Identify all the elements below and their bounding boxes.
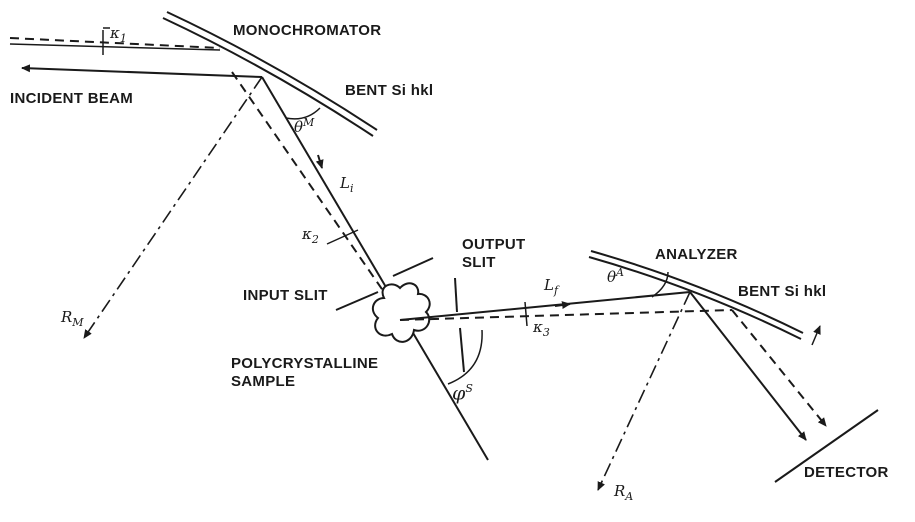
kappa2-marker: [326, 229, 359, 245]
beam-analyzer-dashed: [731, 309, 827, 427]
ra-symbol: RA: [614, 482, 634, 503]
theta-a-symbol: θA: [607, 266, 624, 286]
output-slit-lower: [459, 327, 465, 373]
li-arrow: [315, 154, 324, 169]
ra-line: [597, 291, 691, 491]
lf-symbol: Lf: [544, 276, 559, 297]
detector-plate: [774, 409, 879, 483]
lf-arrow: [554, 301, 571, 310]
analyzer-bend-arrow: [811, 325, 821, 346]
kappa1-symbol: κ1: [110, 24, 127, 45]
incident-beam-upper: [9, 43, 221, 51]
bent-si-hkl-mono-label: BENT Si hkl: [345, 82, 434, 99]
beam-mono-dashed: [231, 71, 396, 309]
beam-mono-to-sample: [261, 76, 489, 461]
beam-sample-to-analyzer: [399, 291, 691, 321]
phi-s-arc: [447, 329, 483, 385]
rm-line: [83, 76, 263, 339]
sample-label-line2: SAMPLE: [231, 373, 296, 390]
incident-beam-line: [21, 64, 263, 78]
output-slit-label-line1: OUTPUT: [462, 236, 526, 253]
kappa3-marker: [524, 301, 528, 327]
sample-blob: [371, 282, 431, 343]
incident-beam-dashed: [9, 37, 221, 49]
li-symbol: Li: [340, 174, 354, 195]
analyzer-crystal: [588, 250, 804, 340]
input-slit-label: INPUT SLIT: [243, 287, 328, 304]
kappa1-marker: [102, 27, 110, 55]
theta-m-arc: [285, 107, 321, 120]
kappa2-symbol: κ2: [302, 225, 319, 246]
theta-m-symbol: θM: [294, 116, 315, 136]
theta-a-arc: [651, 271, 669, 298]
analyzer-label: ANALYZER: [655, 246, 738, 263]
monochromator-label: MONOCHROMATOR: [233, 22, 382, 39]
sample-label-line1: POLYCRYSTALLINE: [231, 355, 379, 372]
kappa3-symbol: κ3: [533, 318, 550, 339]
detector-label: DETECTOR: [804, 464, 889, 481]
phi-s-symbol: φS: [452, 382, 473, 405]
incident-beam-label: INCIDENT BEAM: [10, 90, 134, 107]
input-slit-upper: [392, 257, 434, 277]
output-slit-upper: [454, 277, 458, 313]
beam-analyzer-to-detector: [689, 291, 807, 441]
monochromator-crystal: [162, 11, 378, 137]
rm-symbol: RM: [61, 308, 84, 329]
input-slit-lower: [335, 291, 379, 311]
bent-si-hkl-analyzer-label: BENT Si hkl: [738, 283, 827, 300]
output-slit-label-line2: SLIT: [462, 254, 496, 271]
beam-sample-dashed: [399, 309, 733, 321]
